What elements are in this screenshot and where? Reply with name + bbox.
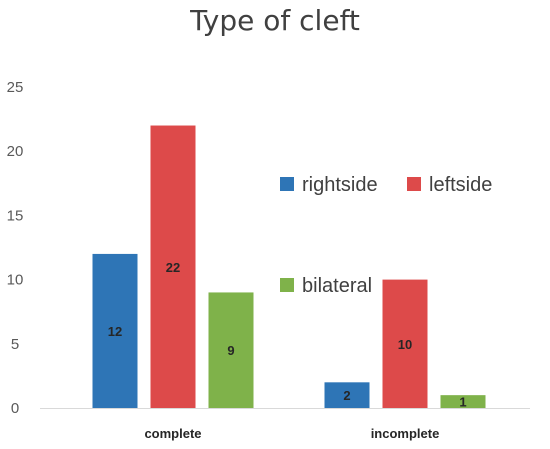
- data-label-leftside-complete: 22: [166, 260, 180, 275]
- legend-swatch-bilateral: [280, 278, 294, 292]
- y-tick-label: 10: [7, 272, 24, 289]
- data-label-rightside-incomplete: 2: [343, 388, 350, 403]
- y-tick-label: 15: [7, 207, 24, 224]
- legend-swatch-rightside: [280, 177, 294, 191]
- category-label-complete: complete: [144, 426, 201, 441]
- bar-rightside-incomplete: [324, 382, 370, 408]
- legend-label-leftside: leftside: [429, 174, 492, 196]
- legend-label-rightside: rightside: [302, 174, 378, 196]
- bar-bilateral-incomplete: [440, 395, 486, 408]
- bar-leftside-incomplete: [382, 279, 428, 408]
- data-label-leftside-incomplete: 10: [398, 337, 412, 352]
- legend-swatch-leftside: [407, 177, 421, 191]
- y-tick-label: 5: [11, 336, 19, 353]
- legend-label-bilateral: bilateral: [302, 275, 372, 297]
- data-label-bilateral-complete: 9: [227, 343, 234, 358]
- category-label-incomplete: incomplete: [371, 426, 440, 441]
- data-label-rightside-complete: 12: [108, 324, 122, 339]
- bar-leftside-complete: [150, 125, 196, 409]
- chart-title: Type of cleft: [190, 4, 360, 37]
- y-tick-label: 20: [7, 143, 24, 160]
- y-tick-label: 25: [7, 79, 24, 96]
- y-tick-label: 0: [11, 400, 19, 417]
- data-label-bilateral-incomplete: 1: [459, 395, 466, 410]
- bar-bilateral-complete: [208, 292, 254, 408]
- bar-rightside-complete: [92, 253, 138, 408]
